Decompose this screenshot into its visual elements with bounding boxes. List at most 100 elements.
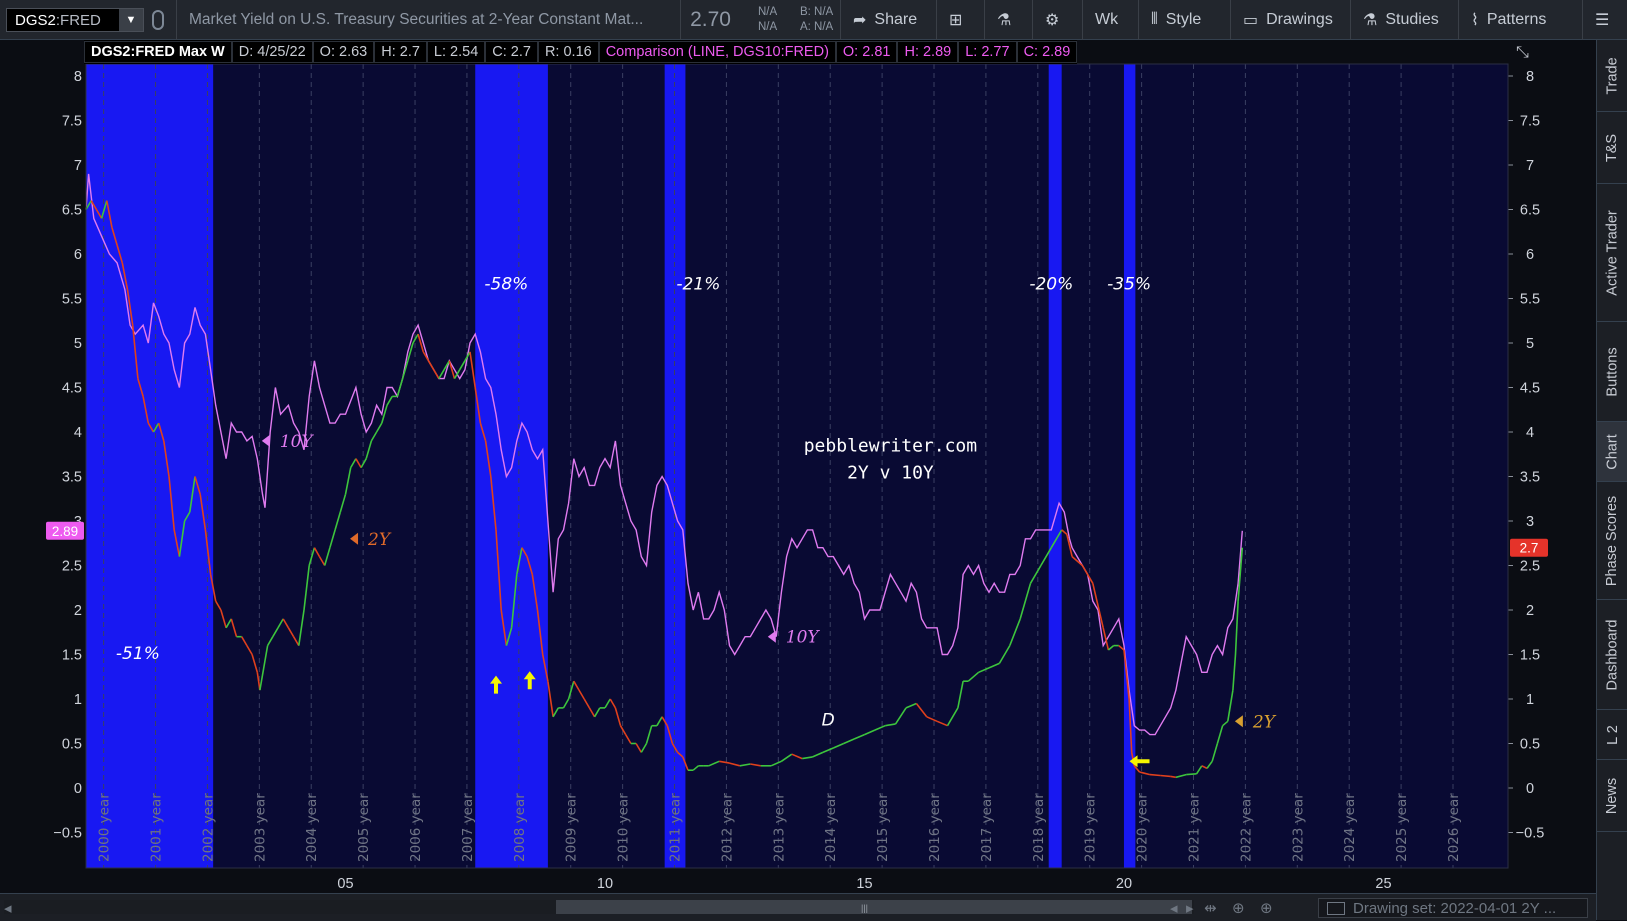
tab-active-trader[interactable]: Active Trader bbox=[1597, 184, 1627, 322]
symbol-dropdown-button[interactable]: ▼ bbox=[119, 9, 143, 31]
style-button[interactable]: ⫴ Style bbox=[1138, 0, 1230, 40]
series-2y-bar bbox=[1160, 774, 1171, 778]
series-2y-bar bbox=[323, 547, 331, 566]
scroll-left-end-icon[interactable]: ◂ bbox=[1170, 900, 1178, 917]
crosshair-icon[interactable]: ⊕ bbox=[1232, 900, 1245, 917]
link-icon[interactable] bbox=[152, 10, 164, 30]
info-date: D: 4/25/22 bbox=[231, 41, 313, 63]
horizontal-scrollbar[interactable]: ||| bbox=[4, 900, 1194, 914]
info-symbol[interactable]: DGS2:FRED Max W bbox=[84, 41, 232, 63]
studies-button[interactable]: ⚗ Studies bbox=[1350, 0, 1458, 40]
zoom-icon[interactable]: ⊕ bbox=[1260, 900, 1273, 917]
y-tick-left: 5.5 bbox=[62, 292, 82, 308]
series-2y-bar bbox=[339, 494, 347, 513]
series-2y-bar bbox=[1170, 775, 1177, 779]
series-2y-bar bbox=[360, 458, 367, 468]
scroll-right-icon[interactable]: ▸ bbox=[1186, 900, 1194, 917]
series-2y-bar bbox=[552, 707, 559, 718]
series-2y-bar bbox=[459, 360, 466, 371]
drawings-button[interactable]: ▭ Drawings bbox=[1230, 0, 1350, 40]
series-2y-bar bbox=[433, 369, 440, 380]
series-2y-bar bbox=[946, 707, 959, 727]
aggregation-button[interactable]: Wk bbox=[1082, 0, 1138, 40]
series-2y-bar bbox=[194, 476, 201, 495]
share-button[interactable]: ➦ Share bbox=[840, 0, 936, 40]
series-2y-bar bbox=[386, 395, 393, 406]
annotation-label: 2Y bbox=[1252, 712, 1277, 732]
year-label: 2006 year bbox=[408, 793, 424, 862]
flask-button[interactable]: ⚗ bbox=[984, 0, 1032, 40]
series-2y-bar bbox=[121, 262, 129, 290]
chart-info-bar: DGS2:FRED Max W D: 4/25/22 O: 2.63 H: 2.… bbox=[84, 40, 1078, 64]
series-2y-bar bbox=[412, 333, 419, 344]
y-tick-right: 6.5 bbox=[1520, 203, 1540, 219]
x-tick-label: 20 bbox=[1116, 876, 1132, 892]
series-2y-bar bbox=[448, 360, 456, 379]
series-2y-bar bbox=[967, 671, 980, 682]
info-comparison[interactable]: Comparison (LINE, DGS10:FRED) bbox=[598, 41, 836, 63]
price-badge bbox=[1510, 538, 1548, 557]
symbol-input[interactable]: DGS2:FRED ▼ bbox=[6, 8, 144, 32]
tab-chart[interactable]: Chart bbox=[1597, 422, 1627, 482]
series-2y-bar bbox=[516, 547, 523, 575]
ask-value: A: N/A bbox=[800, 21, 834, 33]
settings-button[interactable]: ⚙ bbox=[1032, 0, 1082, 40]
tab-dashboard[interactable]: Dashboard bbox=[1597, 600, 1627, 710]
series-2y-bar bbox=[1092, 583, 1104, 628]
y-tick-left: 2.5 bbox=[62, 559, 82, 575]
tab-level2[interactable]: L 2 bbox=[1597, 710, 1627, 760]
series-2y-bar bbox=[500, 609, 508, 646]
grid-button[interactable]: ⊞ bbox=[936, 0, 984, 40]
gear-icon: ⚙ bbox=[1045, 12, 1060, 29]
scroll-left-icon[interactable]: ◂ bbox=[4, 900, 12, 917]
series-2y-bar bbox=[1123, 649, 1130, 700]
y-tick-left: 4.5 bbox=[62, 381, 82, 397]
collapse-icon[interactable]: ⤡ bbox=[1516, 44, 1529, 61]
style-icon: ⫴ bbox=[1151, 11, 1158, 28]
series-2y-bar bbox=[438, 369, 445, 380]
tab-news[interactable]: News bbox=[1597, 760, 1627, 832]
series-2y-bar bbox=[266, 636, 274, 647]
series-2y-bar bbox=[521, 547, 528, 558]
y-tick-left: 7.5 bbox=[62, 114, 82, 130]
series-2y-bar bbox=[936, 720, 948, 727]
series-2y-bar bbox=[1201, 765, 1208, 770]
series-2y-bar bbox=[375, 422, 383, 433]
y-tick-left: 0 bbox=[74, 781, 82, 797]
price-chart[interactable]: 2000 year 2001 year 2002 year 2003 year 2004… bbox=[0, 40, 1596, 893]
tab-time-and-sales[interactable]: T&S bbox=[1597, 112, 1627, 184]
symbol-text: DGS2 bbox=[15, 11, 56, 29]
menu-button[interactable]: ☰ bbox=[1582, 0, 1627, 40]
series-2y-bar bbox=[116, 244, 124, 264]
series-2y-bar bbox=[666, 725, 674, 744]
series-2y-bar bbox=[656, 716, 663, 727]
series-2y-bar bbox=[225, 618, 232, 629]
grip-icon: ||| bbox=[861, 903, 869, 913]
left-arrow bbox=[1129, 755, 1150, 768]
series-2y-bar bbox=[106, 200, 113, 228]
series-2y-bar bbox=[334, 511, 342, 531]
series-2y-bar bbox=[209, 574, 217, 602]
drawing-set-selector[interactable]: Drawing set: 2022-04-01 2Y ... bbox=[1318, 898, 1588, 918]
year-label: 2002 year bbox=[200, 793, 216, 862]
tab-trade[interactable]: Trade bbox=[1597, 40, 1627, 112]
y-tick-right: 4.5 bbox=[1520, 381, 1540, 397]
tab-phase-scores[interactable]: Phase Scores bbox=[1597, 482, 1627, 600]
year-label: 2026 year bbox=[1446, 793, 1462, 862]
scroll-thumb[interactable]: ||| bbox=[556, 900, 1192, 914]
y-tick-right: 1 bbox=[1526, 692, 1534, 708]
patterns-button[interactable]: ⌇ Patterns bbox=[1458, 0, 1582, 40]
studies-icon: ⚗ bbox=[1363, 12, 1378, 29]
pan-icon[interactable]: ⇹ bbox=[1204, 900, 1217, 917]
series-2y-bar bbox=[272, 627, 279, 638]
series-2y-bar bbox=[1232, 654, 1237, 691]
year-label: 2010 year bbox=[616, 793, 632, 862]
series-2y-bar bbox=[1227, 689, 1234, 722]
series-2y-bar bbox=[739, 763, 751, 767]
drawings-icon: ▭ bbox=[1243, 12, 1259, 29]
y-tick-right: 2 bbox=[1526, 603, 1534, 619]
year-label: 2011 year bbox=[668, 793, 684, 862]
y-tick-right: 7 bbox=[1526, 158, 1534, 174]
tab-buttons[interactable]: Buttons bbox=[1597, 322, 1627, 422]
series-2y-bar bbox=[729, 762, 741, 767]
